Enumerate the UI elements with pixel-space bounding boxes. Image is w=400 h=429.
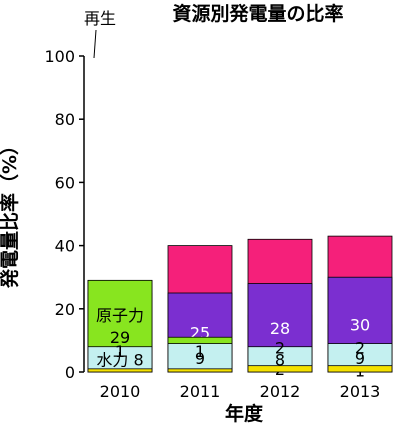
y-tick-label: 40: [55, 237, 75, 256]
bar-segment: [87, 368, 153, 373]
data-label: 水力 8: [96, 350, 143, 369]
data-label: 1: [115, 342, 125, 361]
bar-segment: [87, 346, 153, 373]
x-axis-title: 年度: [225, 402, 264, 425]
x-tick-label: 2012: [260, 382, 301, 401]
annotation-label: 再生: [84, 9, 116, 28]
data-label: 1: [195, 342, 205, 361]
x-tick-label: 2011: [180, 382, 221, 401]
data-label: 28: [270, 319, 290, 338]
bar-segment: [247, 365, 313, 373]
bar-segment: [167, 368, 233, 373]
y-tick-label: 60: [55, 173, 75, 192]
bar-segment: [327, 365, 393, 373]
bar-segment: [167, 343, 233, 373]
x-tick-label: 2013: [340, 382, 381, 401]
data-label: 29: [110, 328, 130, 347]
data-label: 30: [350, 316, 370, 335]
plot-area: 020406080100石油 8ガス29石炭25原子力29水力 81201014…: [44, 9, 393, 401]
data-label: 原子力: [96, 306, 144, 325]
annotation-leader: [93, 29, 97, 59]
x-tick-label: 2010: [100, 382, 141, 401]
data-label: 9: [355, 349, 365, 368]
data-label: 8: [275, 350, 285, 369]
chart-title: 資源別発電量の比率: [172, 2, 343, 25]
y-tick-label: 100: [44, 47, 75, 66]
y-tick-label: 20: [55, 300, 75, 319]
y-tick-label: 0: [65, 363, 75, 382]
data-label: 2: [275, 339, 285, 358]
y-tick-label: 80: [55, 110, 75, 129]
y-axis-title: 発電量比率（%）: [0, 136, 21, 289]
data-label: 9: [195, 349, 205, 368]
data-label: 2: [355, 339, 365, 358]
